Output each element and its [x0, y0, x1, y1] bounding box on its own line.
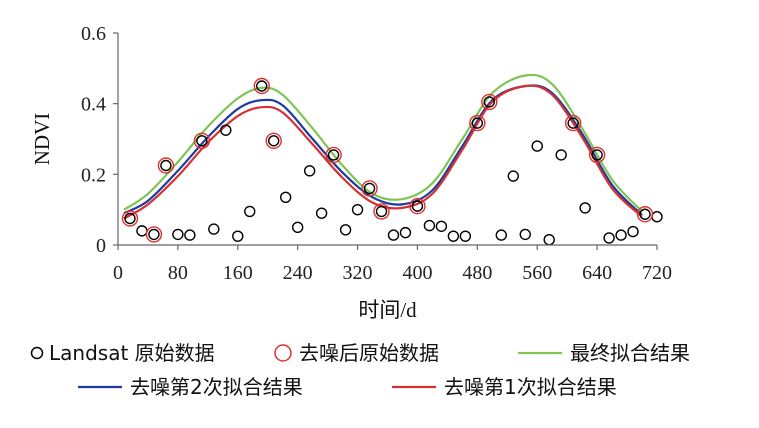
series-line-最终拟合结果 — [123, 73, 643, 213]
landsat-point — [435, 220, 448, 232]
landsat-point — [423, 219, 436, 232]
x-tick-label: 320 — [343, 262, 373, 284]
y-tick-label: 0.2 — [81, 164, 106, 186]
landsat-point — [651, 211, 663, 223]
denoised-point — [636, 206, 654, 223]
landsat-point — [543, 233, 555, 246]
legend-marker — [30, 346, 44, 360]
landsat-point — [579, 202, 591, 214]
landsat-point — [591, 149, 603, 161]
legend-label: 最终拟合结果 — [570, 341, 690, 365]
landsat-point — [519, 228, 531, 241]
landsat-point — [627, 225, 639, 238]
landsat-point — [459, 230, 472, 242]
landsat-point — [208, 223, 220, 235]
landsat-point — [244, 205, 256, 218]
landsat-point — [339, 224, 352, 236]
landsat-point — [615, 229, 627, 241]
landsat-point — [220, 124, 232, 136]
legend-label: 去噪第1次拟合结果 — [444, 375, 617, 399]
landsat-point — [279, 191, 292, 204]
landsat-point — [268, 135, 280, 147]
landsat-point — [471, 117, 484, 129]
landsat-point — [351, 203, 364, 216]
denoised-point — [253, 77, 270, 95]
axis-ticks: 0 80 160 240 320 400 480 560 640 720 0 0.2 0.4 0.6 — [81, 23, 672, 284]
landsat-point — [495, 229, 507, 241]
landsat-point — [411, 200, 424, 212]
denoised-point — [409, 197, 426, 215]
landsat-point — [136, 225, 148, 237]
landsat-point — [303, 165, 316, 177]
x-tick-label: 640 — [582, 262, 612, 284]
denoised-point — [265, 132, 282, 149]
landsat-point — [483, 96, 496, 108]
denoised-point — [193, 132, 211, 149]
y-axis-title: NDVI — [30, 113, 54, 166]
x-tick-label: 720 — [642, 262, 672, 284]
denoised-point — [121, 210, 139, 227]
landsat-point — [291, 221, 304, 234]
landsat-point — [196, 135, 208, 147]
x-tick-label: 80 — [168, 262, 188, 284]
landsat-point — [639, 208, 651, 220]
landsat-point — [172, 228, 184, 241]
x-tick-label: 0 — [113, 262, 123, 284]
landsat-point — [447, 230, 460, 242]
x-tick-label: 160 — [223, 262, 253, 284]
y-tick-label: 0 — [96, 235, 106, 257]
legend-label: Landsat 原始数据 — [49, 341, 215, 365]
y-tick-label: 0.6 — [81, 23, 106, 45]
denoised-point — [564, 114, 582, 132]
landsat-point — [363, 182, 376, 195]
landsat-point — [387, 229, 400, 241]
landsat-point — [507, 170, 519, 182]
x-tick-label: 240 — [283, 262, 313, 284]
landsat-point — [567, 117, 579, 129]
landsat-point — [160, 159, 172, 172]
landsat-point — [327, 149, 340, 161]
x-tick-label: 560 — [522, 262, 552, 284]
landsat-point — [148, 228, 160, 241]
landsat-point — [399, 226, 412, 239]
landsat-point — [375, 205, 388, 218]
landsat-point — [531, 140, 543, 152]
landsat-point — [315, 207, 328, 219]
denoised-point — [325, 146, 342, 164]
landsat-point — [184, 229, 196, 241]
series-line-去噪第1次拟合结果 — [123, 84, 643, 220]
legend-label: 去噪第2次拟合结果 — [130, 375, 303, 399]
landsat-point — [256, 80, 268, 92]
landsat-point — [124, 212, 136, 225]
legend-label: 去噪后原始数据 — [299, 341, 439, 365]
landsat-point — [232, 230, 244, 242]
denoised-point — [157, 157, 175, 174]
denoised-point — [469, 114, 486, 132]
legend-marker — [274, 344, 292, 362]
denoised-point — [361, 180, 378, 197]
plot-marks — [121, 73, 663, 246]
landsat-point — [555, 149, 567, 161]
y-tick-label: 0.4 — [81, 94, 106, 116]
x-axis-title: 时间/d — [358, 298, 417, 322]
denoised-point — [481, 93, 498, 111]
denoised-point — [373, 203, 390, 220]
denoised-point — [145, 226, 163, 243]
x-tick-label: 400 — [402, 262, 432, 284]
x-tick-label: 480 — [462, 262, 492, 284]
landsat-point — [603, 232, 615, 244]
denoised-point — [588, 146, 606, 164]
